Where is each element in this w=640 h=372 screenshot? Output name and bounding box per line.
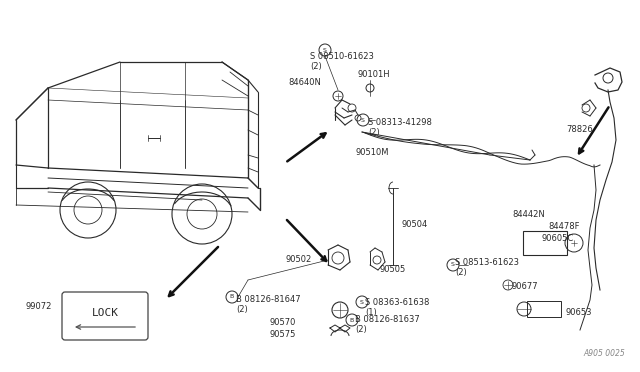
Text: B: B [230,295,234,299]
Text: B 08126-81647
(2): B 08126-81647 (2) [236,295,301,314]
Text: 90677: 90677 [512,282,539,291]
Text: S 08313-41298
(2): S 08313-41298 (2) [368,118,432,137]
Text: 90101H: 90101H [358,70,390,79]
Text: 84640N: 84640N [288,78,321,87]
Text: B 08126-81637
(2): B 08126-81637 (2) [355,315,420,334]
Text: 90575: 90575 [270,330,296,339]
Text: 90502: 90502 [285,255,311,264]
Text: S: S [451,263,455,267]
Text: B: B [350,317,354,323]
Text: S: S [360,299,364,305]
Text: 90653: 90653 [566,308,593,317]
Text: S: S [323,48,327,52]
Text: 78826: 78826 [566,125,593,134]
Text: LOCK: LOCK [92,308,118,318]
Text: 90605C: 90605C [541,234,573,243]
Text: 90504: 90504 [402,220,428,229]
Text: A905 0025: A905 0025 [583,349,625,358]
Text: S: S [361,118,365,122]
Text: S 08363-61638
(1): S 08363-61638 (1) [365,298,429,317]
Text: 84442N: 84442N [512,210,545,219]
Text: 90510M: 90510M [355,148,388,157]
Text: 99072: 99072 [25,302,51,311]
Text: 90505: 90505 [380,265,406,274]
Text: 84478F: 84478F [548,222,579,231]
Text: S 08510-61623
(2): S 08510-61623 (2) [310,52,374,71]
Text: 90570: 90570 [270,318,296,327]
Text: S 08513-61623
(2): S 08513-61623 (2) [455,258,519,278]
